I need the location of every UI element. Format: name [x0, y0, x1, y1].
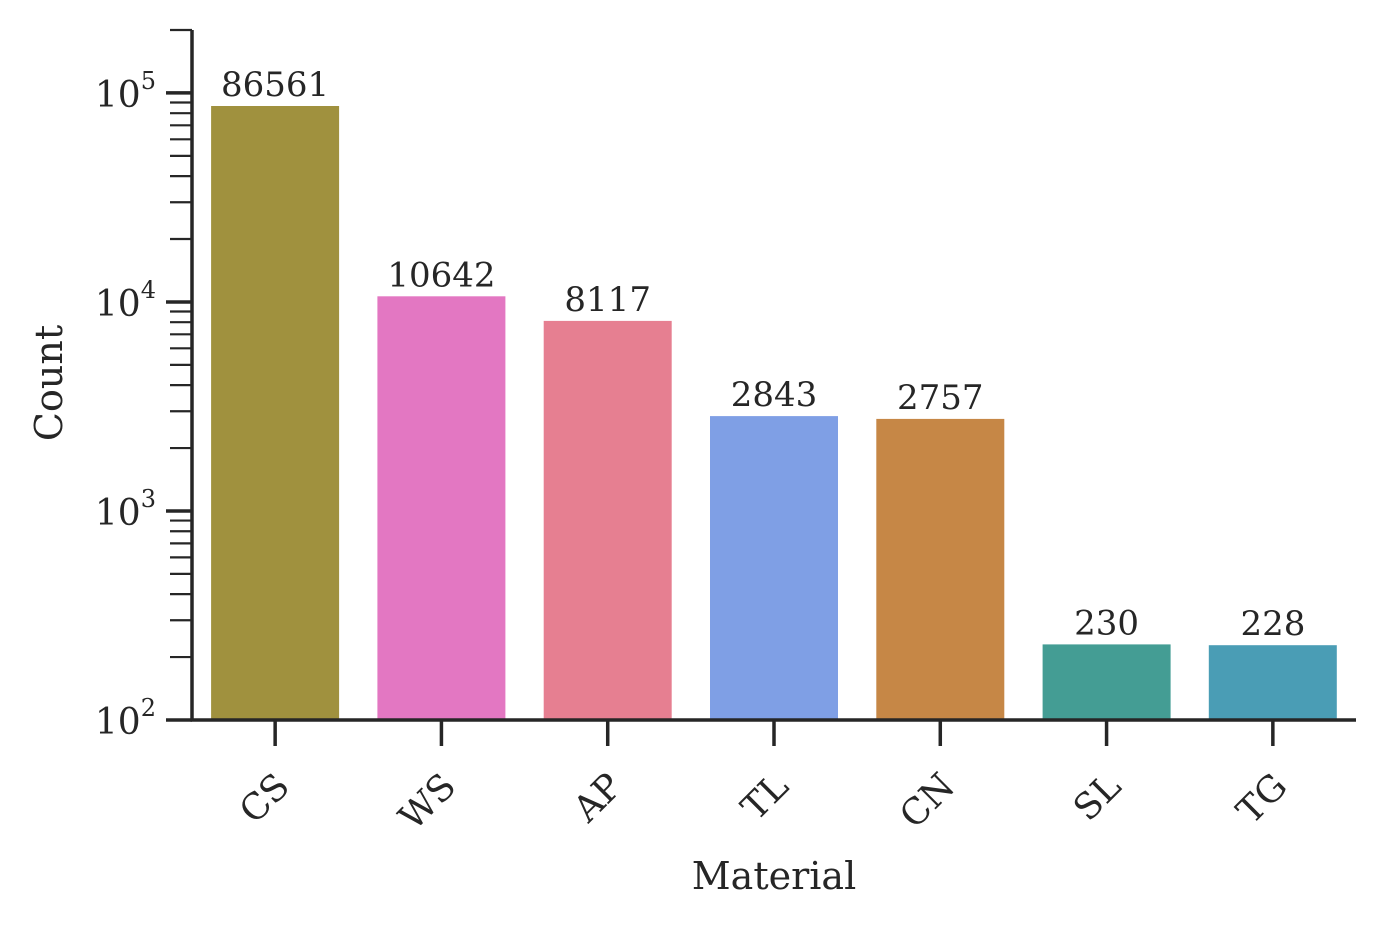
y-tick-base: 10 — [95, 284, 141, 325]
data-label-ws: 10642 — [387, 255, 495, 295]
bar-cn — [876, 418, 1005, 720]
data-label-cs: 86561 — [221, 65, 329, 105]
x-tick-label-cn: CN — [892, 766, 963, 837]
bar-tg — [1208, 645, 1337, 720]
y-tick-base: 10 — [95, 75, 141, 116]
x-axis-title: Material — [692, 854, 856, 898]
y-tick-label: 102 — [95, 694, 156, 743]
x-tick-label-ap: AP — [565, 766, 630, 831]
data-label-ap: 8117 — [564, 280, 651, 320]
y-tick-exponent: 5 — [141, 67, 156, 95]
bar-ap — [543, 320, 672, 720]
y-tick-base: 10 — [95, 702, 141, 743]
data-label-tl: 2843 — [731, 375, 818, 415]
y-tick-exponent: 3 — [141, 485, 156, 513]
bar-ws — [377, 296, 506, 720]
data-label-cn: 2757 — [897, 378, 984, 418]
data-label-tg: 228 — [1240, 604, 1305, 644]
bar-cs — [211, 106, 340, 720]
bar-tl — [710, 416, 838, 720]
x-tick-label-tg: TG — [1229, 766, 1295, 832]
y-tick-label: 103 — [95, 485, 156, 534]
y-tick-base: 10 — [95, 493, 141, 534]
x-tick-label-ws: WS — [392, 766, 465, 839]
bar-sl — [1042, 644, 1171, 720]
bars — [211, 106, 1337, 720]
y-tick-label: 104 — [95, 276, 156, 325]
x-axis: CS WS AP TL CN SL TG — [190, 718, 1356, 839]
data-label-sl: 230 — [1074, 603, 1139, 643]
y-tick-exponent: 2 — [141, 694, 156, 722]
data-labels: 86561 10642 8117 2843 2757 230 228 — [221, 65, 1305, 644]
x-tick-label-sl: SL — [1066, 766, 1129, 829]
y-axis-title: Count — [27, 325, 71, 441]
y-tick-exponent: 4 — [141, 276, 156, 304]
x-tick-label-tl: TL — [734, 766, 797, 829]
x-tick-label-cs: CS — [232, 766, 298, 832]
y-tick-label: 105 — [95, 67, 156, 116]
